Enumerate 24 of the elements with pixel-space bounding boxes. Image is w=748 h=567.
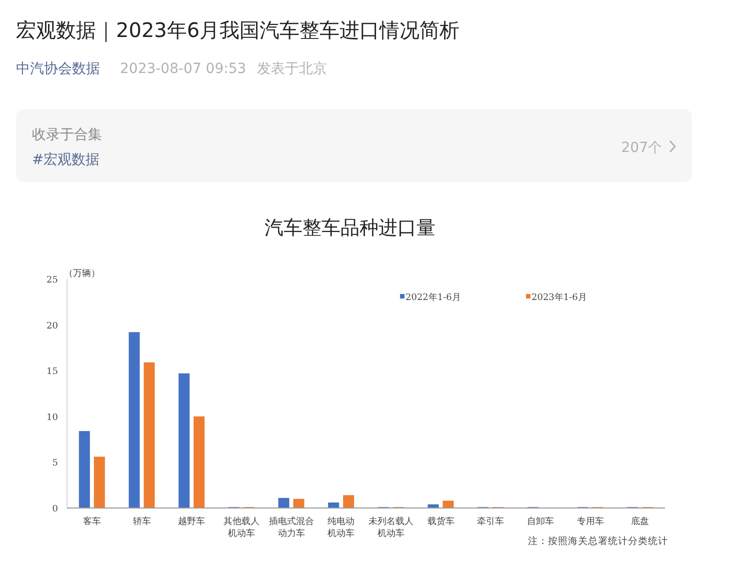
x-tick-label: 其他载人机动车 xyxy=(223,516,260,539)
chart-title: 汽车整车品种进口量 xyxy=(264,217,436,239)
y-tick-label: 0 xyxy=(52,504,58,514)
x-tick-label: 底盘 xyxy=(631,516,650,527)
legend-label: 2023年1-6月 xyxy=(532,292,587,303)
x-tick-label: 专用车 xyxy=(576,516,604,527)
y-tick-label: 10 xyxy=(46,412,58,423)
x-tick-label: 未列名载人机动车 xyxy=(368,516,414,539)
x-tick-label: 越野车 xyxy=(178,516,206,527)
x-tick-label: 客车 xyxy=(82,516,101,527)
x-tick-label: 自卸车 xyxy=(526,516,554,527)
y-axis-title: （万辆） xyxy=(64,268,100,279)
y-tick-label: 20 xyxy=(46,321,58,332)
x-tick-label: 纯电动机动车 xyxy=(328,516,355,539)
legend-label: 2022年1-6月 xyxy=(406,292,461,303)
x-tick-label: 轿车 xyxy=(132,516,151,527)
page-header: 宏观数据｜2023年6月我国汽车整车进口情况简析 中汽协会数据 2023-08-07 09:53 发表于北京 收录于合集 #宏观数据 207个 xyxy=(16,18,692,182)
x-tick-label: 载货车 xyxy=(427,516,454,527)
y-tick-label: 25 xyxy=(46,276,58,286)
text: 注：按照海关总署统计分类统计 xyxy=(528,535,668,547)
y-tick-label: 15 xyxy=(46,367,58,378)
y-tick-label: 5 xyxy=(52,458,58,469)
x-tick-label: 插电式混合动力车 xyxy=(268,516,314,539)
x-tick-label: 牵引车 xyxy=(477,516,504,527)
